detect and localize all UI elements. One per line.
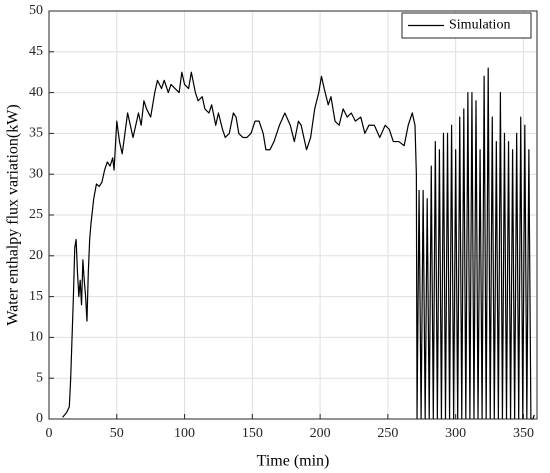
y-tick-label: 35 [29,126,43,141]
y-tick-label: 45 [29,44,43,59]
x-axis-label: Time (min) [257,453,330,470]
x-tick-label: 50 [110,426,124,441]
y-tick-label: 40 [29,85,43,100]
data-line [62,67,535,420]
y-tick-label: 0 [36,411,43,426]
y-tick-label: 15 [29,289,43,304]
x-tick-label: 0 [46,426,53,441]
x-tick-label: 300 [445,426,466,441]
y-tick-label: 10 [29,330,43,345]
legend-label: Simulation [449,18,510,33]
y-tick-label: 20 [29,248,43,263]
x-tick-label: 100 [174,426,195,441]
x-tick-label: 200 [310,426,331,441]
x-tick-label: 250 [377,426,398,441]
legend: Simulation [401,12,532,39]
y-tick-label: 50 [29,3,43,18]
axes-box [48,10,538,420]
y-axis-label: Water enthalpy flux variation(kW) [5,104,22,325]
x-tick-label: 150 [242,426,263,441]
y-tick-label: 25 [29,207,43,222]
y-tick-label: 5 [36,370,43,385]
y-tick-label: 30 [29,166,43,181]
x-tick-label: 350 [513,426,534,441]
